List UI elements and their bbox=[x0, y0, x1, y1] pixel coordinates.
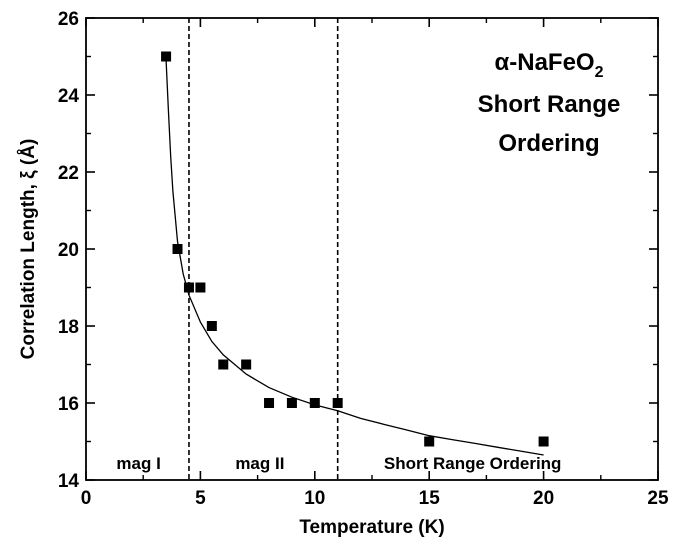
region-label: mag I bbox=[116, 454, 160, 473]
y-tick-label: 18 bbox=[58, 317, 79, 338]
data-point bbox=[218, 359, 229, 370]
x-tick-label: 5 bbox=[195, 488, 206, 509]
region-labels: mag I mag II Short Range Ordering bbox=[116, 454, 561, 473]
annotation-subscript: 2 bbox=[595, 64, 604, 81]
data-point bbox=[161, 51, 172, 62]
y-axis-ticks: 14 16 18 20 22 24 26 bbox=[58, 9, 658, 492]
annotation-line-2: Short Range bbox=[478, 91, 621, 118]
data-point bbox=[286, 398, 297, 408]
data-point bbox=[332, 398, 343, 408]
data-point bbox=[172, 244, 183, 254]
y-axis-title: Correlation Length, ξ (Å) bbox=[18, 139, 39, 360]
x-tick-label: 15 bbox=[419, 488, 441, 509]
region-label: mag II bbox=[235, 454, 284, 473]
annotation-formula: α-NaFeO bbox=[494, 49, 594, 76]
y-tick-label: 26 bbox=[58, 9, 79, 30]
x-axis-title: Temperature (K) bbox=[299, 517, 444, 538]
x-tick-label: 25 bbox=[647, 488, 669, 509]
region-label: Short Range Ordering bbox=[384, 454, 562, 473]
y-tick-label: 24 bbox=[58, 86, 80, 107]
data-point bbox=[538, 436, 549, 447]
y-tick-label: 14 bbox=[58, 471, 80, 492]
plot-frame bbox=[85, 17, 659, 481]
chart-annotation-title: α-NaFeO2 Short Range Ordering bbox=[478, 49, 621, 157]
data-point bbox=[206, 321, 217, 331]
fit-curve bbox=[165, 60, 544, 456]
data-point bbox=[241, 359, 252, 370]
data-point bbox=[195, 282, 206, 293]
data-point bbox=[183, 282, 194, 293]
x-tick-label: 0 bbox=[81, 488, 92, 509]
data-points bbox=[161, 51, 549, 447]
annotation-line-1: α-NaFeO2 bbox=[494, 49, 603, 81]
y-tick-label: 22 bbox=[58, 163, 79, 184]
data-point bbox=[424, 436, 435, 447]
y-tick-label: 20 bbox=[58, 240, 79, 261]
x-tick-label: 10 bbox=[304, 488, 325, 509]
x-axis-ticks: 0 5 10 15 20 25 bbox=[81, 18, 669, 509]
divider-lines bbox=[188, 18, 339, 480]
data-point bbox=[264, 398, 275, 408]
x-tick-label: 20 bbox=[533, 488, 554, 509]
data-point bbox=[309, 398, 320, 408]
y-tick-label: 16 bbox=[58, 394, 79, 415]
annotation-line-3: Ordering bbox=[498, 130, 599, 157]
